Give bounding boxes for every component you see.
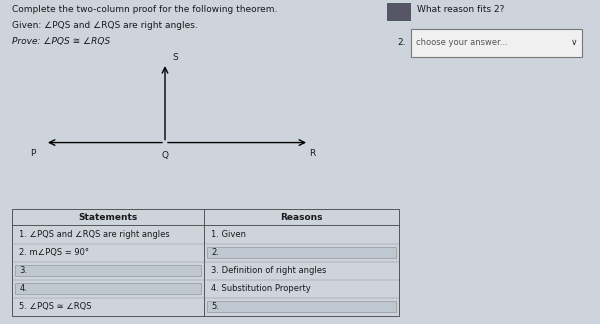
Text: Q: Q: [161, 151, 169, 160]
FancyBboxPatch shape: [15, 283, 201, 294]
Text: 2. m∠PQS = 90°: 2. m∠PQS = 90°: [19, 248, 89, 257]
FancyBboxPatch shape: [15, 265, 201, 276]
FancyBboxPatch shape: [207, 247, 396, 258]
Text: What reason fits 2?: What reason fits 2?: [417, 5, 505, 14]
Text: 5. ∠PQS ≅ ∠RQS: 5. ∠PQS ≅ ∠RQS: [19, 302, 92, 311]
Text: S: S: [172, 52, 178, 62]
FancyBboxPatch shape: [411, 29, 582, 57]
Text: 3. Definition of right angles: 3. Definition of right angles: [211, 266, 326, 275]
Text: Given: ∠PQS and ∠RQS are right angles.: Given: ∠PQS and ∠RQS are right angles.: [12, 21, 198, 30]
Text: 4.: 4.: [19, 284, 27, 293]
Text: Reasons: Reasons: [280, 213, 323, 222]
FancyBboxPatch shape: [207, 301, 396, 312]
Text: ∨: ∨: [571, 39, 577, 47]
Text: R: R: [309, 149, 315, 158]
FancyBboxPatch shape: [387, 3, 411, 21]
Text: P: P: [31, 149, 35, 158]
Text: Complete the two-column proof for the following theorem.: Complete the two-column proof for the fo…: [12, 5, 277, 14]
Text: 4. Substitution Property: 4. Substitution Property: [211, 284, 311, 293]
Text: 1. Given: 1. Given: [211, 230, 246, 239]
Text: 5.: 5.: [211, 302, 219, 311]
Text: 1. ∠PQS and ∠RQS are right angles: 1. ∠PQS and ∠RQS are right angles: [19, 230, 170, 239]
Text: Statements: Statements: [79, 213, 137, 222]
Text: 2.: 2.: [211, 248, 219, 257]
Text: Prove: ∠PQS ≅ ∠RQS: Prove: ∠PQS ≅ ∠RQS: [12, 37, 110, 46]
Text: 2.: 2.: [398, 39, 406, 47]
Text: choose your answer...: choose your answer...: [416, 39, 508, 47]
Text: 3.: 3.: [19, 266, 27, 275]
